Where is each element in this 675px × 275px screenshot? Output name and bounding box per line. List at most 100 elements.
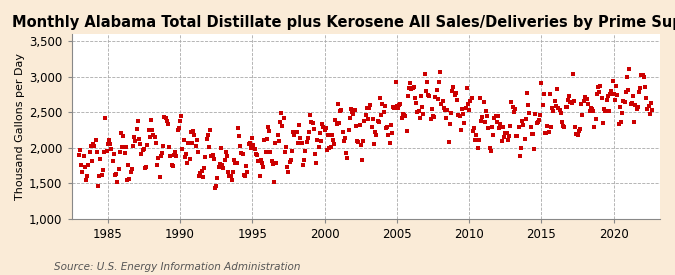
Point bbox=[393, 105, 404, 110]
Point bbox=[75, 148, 86, 153]
Point bbox=[360, 113, 371, 117]
Point bbox=[218, 166, 229, 171]
Point bbox=[175, 119, 186, 123]
Point bbox=[97, 173, 107, 178]
Point bbox=[310, 161, 321, 166]
Point bbox=[117, 145, 128, 150]
Point bbox=[277, 124, 288, 128]
Point bbox=[602, 94, 613, 98]
Point bbox=[476, 119, 487, 123]
Point bbox=[359, 119, 370, 123]
Point bbox=[467, 129, 478, 134]
Point bbox=[494, 125, 505, 130]
Point bbox=[481, 109, 491, 114]
Point bbox=[166, 163, 177, 167]
Point bbox=[637, 73, 648, 77]
Point bbox=[568, 71, 578, 76]
Point bbox=[631, 106, 642, 111]
Point bbox=[387, 131, 398, 135]
Point bbox=[95, 156, 106, 161]
Point bbox=[623, 88, 634, 92]
Point bbox=[411, 101, 422, 106]
Point bbox=[545, 92, 556, 96]
Point bbox=[207, 153, 218, 157]
Point bbox=[551, 104, 562, 108]
Point bbox=[456, 107, 467, 111]
Point bbox=[541, 131, 551, 135]
Point bbox=[601, 98, 612, 102]
Point bbox=[86, 144, 97, 148]
Point bbox=[261, 136, 272, 141]
Point bbox=[350, 124, 361, 128]
Point bbox=[112, 180, 123, 184]
Point bbox=[416, 94, 427, 98]
Point bbox=[313, 145, 324, 150]
Point bbox=[294, 123, 304, 128]
Point bbox=[184, 157, 195, 161]
Point bbox=[406, 87, 416, 91]
Point bbox=[529, 147, 539, 151]
Point bbox=[433, 80, 444, 84]
Point bbox=[302, 136, 313, 141]
Point bbox=[296, 141, 307, 145]
Point bbox=[404, 85, 414, 90]
Point bbox=[220, 149, 231, 154]
Point bbox=[472, 146, 483, 150]
Point bbox=[172, 128, 183, 132]
Point bbox=[286, 158, 296, 163]
Point bbox=[347, 110, 358, 114]
Point bbox=[225, 174, 236, 178]
Point bbox=[614, 105, 625, 109]
Point bbox=[146, 118, 157, 123]
Point bbox=[396, 116, 407, 120]
Point bbox=[259, 138, 270, 142]
Point bbox=[508, 110, 519, 114]
Point bbox=[468, 126, 479, 130]
Point bbox=[531, 121, 542, 125]
Point bbox=[86, 159, 97, 163]
Point bbox=[448, 85, 459, 89]
Point bbox=[202, 132, 213, 137]
Point bbox=[636, 72, 647, 77]
Point bbox=[499, 135, 510, 139]
Point bbox=[366, 125, 377, 129]
Point bbox=[308, 127, 319, 131]
Point bbox=[300, 149, 310, 154]
Point bbox=[292, 130, 302, 134]
Point bbox=[618, 99, 629, 103]
Point bbox=[319, 127, 330, 132]
Point bbox=[192, 150, 203, 154]
Point bbox=[177, 146, 188, 151]
Point bbox=[414, 116, 425, 120]
Point bbox=[596, 95, 607, 100]
Point bbox=[144, 135, 155, 139]
Point bbox=[349, 108, 360, 112]
Point bbox=[595, 84, 606, 88]
Point bbox=[253, 159, 264, 163]
Point bbox=[622, 75, 632, 79]
Point bbox=[344, 116, 355, 120]
Point bbox=[170, 150, 181, 154]
Point bbox=[473, 138, 484, 142]
Point bbox=[456, 127, 466, 132]
Point bbox=[238, 173, 249, 177]
Point bbox=[493, 114, 504, 118]
Point bbox=[260, 150, 271, 154]
Point bbox=[454, 114, 465, 119]
Point bbox=[215, 146, 226, 150]
Point bbox=[513, 125, 524, 129]
Point bbox=[157, 150, 167, 155]
Point bbox=[244, 141, 255, 145]
Point bbox=[381, 126, 392, 130]
Point bbox=[611, 84, 622, 88]
Point bbox=[549, 99, 560, 103]
Point bbox=[422, 79, 433, 84]
Point bbox=[395, 102, 406, 106]
Point bbox=[537, 102, 548, 107]
Point bbox=[340, 136, 350, 140]
Point bbox=[254, 174, 265, 178]
Point bbox=[556, 111, 566, 115]
Point bbox=[327, 132, 338, 137]
Point bbox=[346, 107, 356, 111]
Point bbox=[278, 116, 289, 120]
